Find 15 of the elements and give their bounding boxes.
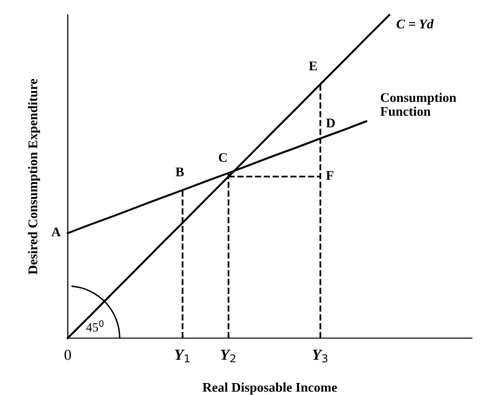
annotation: C = Yd (396, 19, 434, 28)
annotation: E (308, 62, 317, 70)
x-tick-label: Y$_{1}$ (174, 350, 190, 362)
annotation: A (51, 228, 61, 236)
annotation: F (326, 171, 334, 180)
annotation: 45$^{0}$ (86, 320, 104, 332)
x-tick-label: 0 (64, 350, 71, 360)
x-tick-label: Y$_{2}$ (220, 350, 236, 362)
y-axis-title: Desired Consumption Expenditure (28, 78, 40, 274)
annotation: D (326, 118, 335, 128)
x-tick-label: Y$_{3}$ (312, 350, 328, 362)
annotation: Consumption Function (380, 92, 456, 116)
x-axis-title: Real Disposable Income (202, 382, 337, 394)
annotation: B (176, 168, 184, 176)
annotation: C (218, 153, 227, 162)
